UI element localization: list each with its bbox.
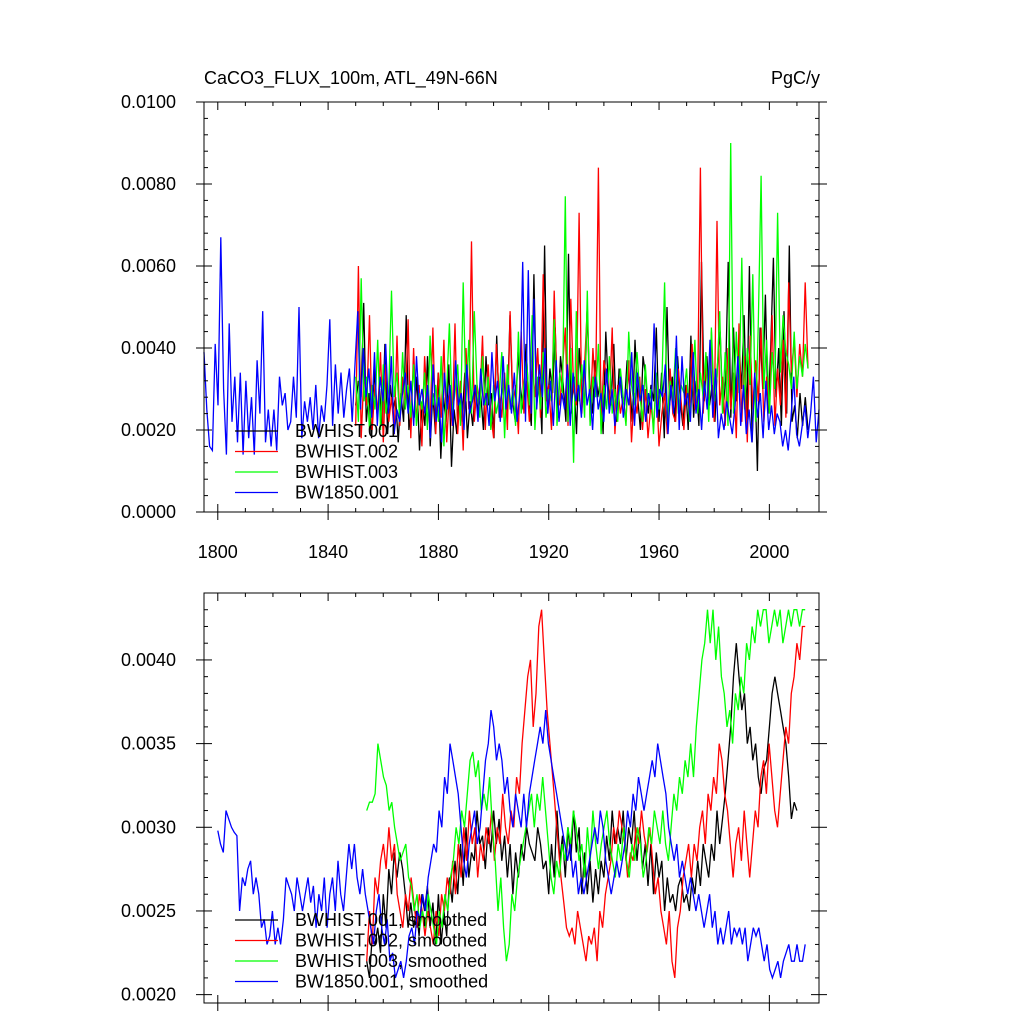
bottom-series-line-4 [217, 709, 806, 980]
bottom-legend-label: BWHIST.001, smoothed [295, 910, 487, 930]
top-legend-label: BWHIST.001 [295, 421, 398, 441]
top-x-tick-label: 1880 [418, 542, 458, 562]
top-x-tick-label: 1840 [308, 542, 348, 562]
top-y-tick-label: 0.0040 [121, 338, 176, 358]
top-y-tick-label: 0.0060 [121, 256, 176, 276]
bottom-axes: 0.0020 0.0025 0.0030 0.0035 0.0040 [121, 592, 827, 1011]
top-y-tick-label: 0.0080 [121, 174, 176, 194]
top-series-line-3 [355, 142, 809, 463]
bottom-chart: 0.0020 0.0025 0.0030 0.0035 0.0040 BWHIST.00… [121, 592, 827, 1011]
bottom-y-tick-label: 0.0020 [121, 985, 176, 1005]
bottom-legend-label: BWHIST.002, smoothed [295, 931, 487, 951]
bottom-plot-frame [203, 592, 820, 1004]
top-series-line-4 [203, 237, 820, 455]
top-chart: CaCO3_FLUX_100m, ATL_49N-66N PgC/y 1800 1… [121, 68, 827, 562]
bottom-y-tick-label: 0.0030 [121, 817, 176, 837]
bottom-y-tick-label: 0.0025 [121, 901, 176, 921]
bottom-y-tick-label: 0.0040 [121, 650, 176, 670]
bottom-series-line-3 [366, 609, 806, 962]
top-series-layer [203, 142, 820, 472]
top-x-tick-label: 1800 [198, 542, 238, 562]
top-x-tick-label: 1960 [639, 542, 679, 562]
top-legend-label: BWHIST.002 [295, 442, 398, 462]
bottom-legend-label: BW1850.001, smoothed [295, 972, 488, 992]
top-plot-frame [203, 101, 820, 513]
top-y-tick-label: 0.0020 [121, 420, 176, 440]
bottom-series-layer [217, 609, 806, 980]
top-y-tick-label: 0.0100 [121, 92, 176, 112]
top-legend-label: BWHIST.003 [295, 462, 398, 482]
chart-title: CaCO3_FLUX_100m, ATL_49N-66N [204, 68, 498, 89]
top-axes: 1800 1840 1880 1920 1960 2000 0.0000 0.0020 0.00… [121, 92, 827, 562]
top-legend-label: BW1850.001 [295, 483, 399, 503]
top-x-tick-label: 1920 [529, 542, 569, 562]
top-x-tick-label: 2000 [749, 542, 789, 562]
bottom-legend-label: BWHIST.003, smoothed [295, 951, 487, 971]
top-y-tick-label: 0.0000 [121, 502, 176, 522]
bottom-y-tick-label: 0.0035 [121, 734, 176, 754]
chart-units: PgC/y [771, 68, 820, 88]
bottom-series-line-2 [366, 609, 806, 979]
